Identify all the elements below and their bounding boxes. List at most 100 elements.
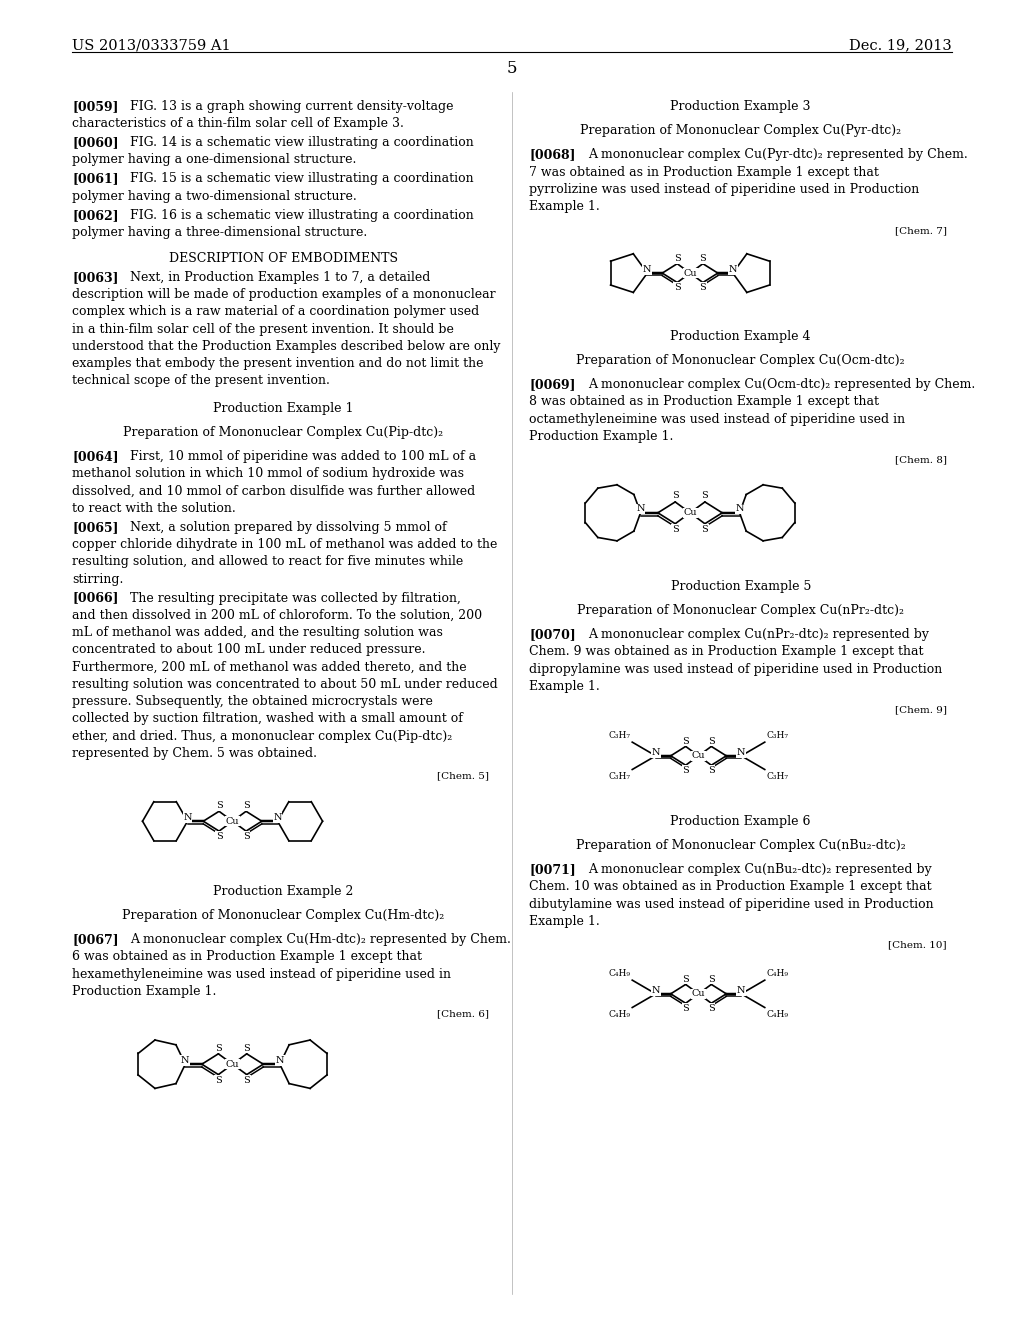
Text: 8 was obtained as in Production Example 1 except that: 8 was obtained as in Production Example … [529,395,880,408]
Text: S: S [215,1076,222,1085]
Text: C₄H₉: C₄H₉ [767,1010,788,1019]
Text: Chem. 9 was obtained as in Production Example 1 except that: Chem. 9 was obtained as in Production Ex… [529,645,924,659]
Text: C₃H₇: C₃H₇ [608,772,630,780]
Text: C₄H₉: C₄H₉ [608,969,630,978]
Text: S: S [243,832,250,841]
Text: Cu: Cu [691,751,706,760]
Text: S: S [708,766,715,775]
Text: represented by Chem. 5 was obtained.: represented by Chem. 5 was obtained. [72,747,317,760]
Text: resulting solution was concentrated to about 50 mL under reduced: resulting solution was concentrated to a… [72,678,498,690]
Text: ether, and dried. Thus, a mononuclear complex Cu(Pip-dtc)₂: ether, and dried. Thus, a mononuclear co… [72,730,453,743]
Text: S: S [708,737,715,746]
Text: S: S [244,1044,250,1052]
Text: N: N [737,986,745,995]
Text: A mononuclear complex Cu(nPr₂-dtc)₂ represented by: A mononuclear complex Cu(nPr₂-dtc)₂ repr… [588,628,929,642]
Text: and then dissolved in 200 mL of chloroform. To the solution, 200: and then dissolved in 200 mL of chlorofo… [72,609,482,622]
Text: N: N [275,1056,284,1065]
Text: 7 was obtained as in Production Example 1 except that: 7 was obtained as in Production Example … [529,165,880,178]
Text: [0060]: [0060] [72,136,119,149]
Text: characteristics of a thin-film solar cell of Example 3.: characteristics of a thin-film solar cel… [72,117,403,131]
Text: Furthermore, 200 mL of methanol was added thereto, and the: Furthermore, 200 mL of methanol was adde… [72,660,467,673]
Text: S: S [682,737,689,746]
Text: C₃H₇: C₃H₇ [767,731,788,741]
Text: A mononuclear complex Cu(Hm-dtc)₂ represented by Chem.: A mononuclear complex Cu(Hm-dtc)₂ repres… [130,933,511,946]
Text: Preparation of Mononuclear Complex Cu(nPr₂-dtc)₂: Preparation of Mononuclear Complex Cu(nP… [578,603,904,616]
Text: Cu: Cu [225,817,240,826]
Text: collected by suction filtration, washed with a small amount of: collected by suction filtration, washed … [72,713,463,726]
Text: polymer having a two-dimensional structure.: polymer having a two-dimensional structu… [72,190,356,203]
Text: S: S [701,525,709,535]
Text: pyrrolizine was used instead of piperidine used in Production: pyrrolizine was used instead of piperidi… [529,182,920,195]
Text: Production Example 3: Production Example 3 [671,100,811,114]
Text: S: S [674,282,681,292]
Text: S: S [708,974,715,983]
Text: C₃H₇: C₃H₇ [767,772,788,780]
Text: C₄H₉: C₄H₉ [608,1010,630,1019]
Text: S: S [243,801,250,810]
Text: [0067]: [0067] [72,933,119,946]
Text: concentrated to about 100 mL under reduced pressure.: concentrated to about 100 mL under reduc… [72,643,426,656]
Text: S: S [244,1076,250,1085]
Text: Production Example 2: Production Example 2 [213,884,353,898]
Text: N: N [651,986,660,995]
Text: S: S [674,253,681,263]
Text: [Chem. 9]: [Chem. 9] [895,706,947,714]
Text: FIG. 16 is a schematic view illustrating a coordination: FIG. 16 is a schematic view illustrating… [130,209,474,222]
Text: Cu: Cu [683,268,697,277]
Text: S: S [699,282,707,292]
Text: [0071]: [0071] [529,863,577,876]
Text: Production Example 1: Production Example 1 [213,401,353,414]
Text: [0061]: [0061] [72,173,119,185]
Text: [Chem. 7]: [Chem. 7] [895,226,947,235]
Text: to react with the solution.: to react with the solution. [72,502,236,515]
Text: A mononuclear complex Cu(Pyr-dtc)₂ represented by Chem.: A mononuclear complex Cu(Pyr-dtc)₂ repre… [588,148,968,161]
Text: S: S [682,1003,689,1012]
Text: N: N [651,748,660,756]
Text: Dec. 19, 2013: Dec. 19, 2013 [849,38,952,51]
Text: Preparation of Mononuclear Complex Cu(Hm-dtc)₂: Preparation of Mononuclear Complex Cu(Hm… [122,909,444,921]
Text: [0064]: [0064] [72,450,119,463]
Text: S: S [216,801,222,810]
Text: examples that embody the present invention and do not limit the: examples that embody the present inventi… [72,356,483,370]
Text: polymer having a three-dimensional structure.: polymer having a three-dimensional struc… [72,226,368,239]
Text: [0063]: [0063] [72,271,119,284]
Text: S: S [699,253,707,263]
Text: A mononuclear complex Cu(nBu₂-dtc)₂ represented by: A mononuclear complex Cu(nBu₂-dtc)₂ repr… [588,863,932,876]
Text: N: N [728,265,737,275]
Text: S: S [682,974,689,983]
Text: Next, in Production Examples 1 to 7, a detailed: Next, in Production Examples 1 to 7, a d… [130,271,431,284]
Text: technical scope of the present invention.: technical scope of the present invention… [72,375,330,387]
Text: S: S [672,525,679,535]
Text: Production Example 4: Production Example 4 [671,330,811,343]
Text: Preparation of Mononuclear Complex Cu(Pip-dtc)₂: Preparation of Mononuclear Complex Cu(Pi… [123,426,443,440]
Text: FIG. 15 is a schematic view illustrating a coordination: FIG. 15 is a schematic view illustrating… [130,173,474,185]
Text: Production Example 6: Production Example 6 [671,814,811,828]
Text: in a thin-film solar cell of the present invention. It should be: in a thin-film solar cell of the present… [72,322,454,335]
Text: Example 1.: Example 1. [529,680,600,693]
Text: Production Example 1.: Production Example 1. [529,430,674,442]
Text: dissolved, and 10 mmol of carbon disulfide was further allowed: dissolved, and 10 mmol of carbon disulfi… [72,484,475,498]
Text: FIG. 13 is a graph showing current density-voltage: FIG. 13 is a graph showing current densi… [130,100,454,114]
Text: 6 was obtained as in Production Example 1 except that: 6 was obtained as in Production Example … [72,950,422,964]
Text: Cu: Cu [683,508,697,517]
Text: Next, a solution prepared by dissolving 5 mmol of: Next, a solution prepared by dissolving … [130,521,447,533]
Text: The resulting precipitate was collected by filtration,: The resulting precipitate was collected … [130,591,462,605]
Text: Chem. 10 was obtained as in Production Example 1 except that: Chem. 10 was obtained as in Production E… [529,880,932,894]
Text: N: N [643,265,651,275]
Text: DESCRIPTION OF EMBODIMENTS: DESCRIPTION OF EMBODIMENTS [169,252,397,265]
Text: dipropylamine was used instead of piperidine used in Production: dipropylamine was used instead of piperi… [529,663,943,676]
Text: N: N [636,504,645,513]
Text: pressure. Subsequently, the obtained microcrystals were: pressure. Subsequently, the obtained mic… [72,696,433,708]
Text: [Chem. 10]: [Chem. 10] [889,941,947,949]
Text: resulting solution, and allowed to react for five minutes while: resulting solution, and allowed to react… [72,556,463,569]
Text: C₄H₉: C₄H₉ [767,969,788,978]
Text: S: S [682,766,689,775]
Text: [0070]: [0070] [529,628,577,642]
Text: stirring.: stirring. [72,573,123,586]
Text: First, 10 mmol of piperidine was added to 100 mL of a: First, 10 mmol of piperidine was added t… [130,450,476,463]
Text: Preparation of Mononuclear Complex Cu(nBu₂-dtc)₂: Preparation of Mononuclear Complex Cu(nB… [575,840,905,851]
Text: [0069]: [0069] [529,378,575,391]
Text: N: N [735,504,743,513]
Text: Production Example 1.: Production Example 1. [72,985,216,998]
Text: S: S [215,1044,222,1052]
